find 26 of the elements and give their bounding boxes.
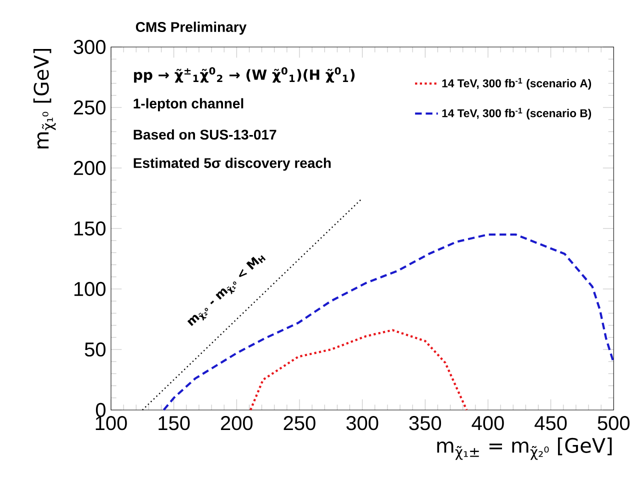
y-tick-label: 50 — [84, 342, 106, 357]
y-tick-label: 100 — [74, 282, 106, 296]
text: pp → χ̃$^{±}$$_{1}$χ̃$^{0}$$_{2}$ → (W χ̃$^{0}$$_{1}$)(H χ̃$^{0}$$_{1}$) — [134, 67, 355, 83]
x-tick-label: 500 — [598, 416, 630, 430]
legend-label: 14 TeV, 300 fb$^{-1}$ (scenario B) — [442, 108, 592, 120]
y-tick-label: 0 — [96, 402, 106, 418]
annotation: Based on SUS-13-017 — [134, 129, 276, 140]
x-tick-label: 250 — [284, 416, 316, 430]
y-tick-label: 300 — [74, 40, 106, 54]
x-tick-label: 400 — [472, 416, 504, 430]
y-tick-label: 250 — [74, 100, 106, 115]
y-tick-label: 200 — [74, 160, 106, 176]
chart-title: CMS Preliminary — [136, 22, 247, 35]
x-tick-label: 100 — [96, 416, 127, 430]
x-tick-label: 450 — [534, 416, 567, 430]
annotation: m$_{χ̃₂⁰}$ - m$_{χ̃₁⁰}$ < M$_{H}$ — [187, 255, 266, 326]
annotation: Estimated 5σ discovery reach — [134, 158, 331, 171]
x-axis-title: m$_{χ̃₁±}$ = m$_{χ̃₂⁰}$ [GeV] — [437, 437, 612, 460]
x-tick-label: 350 — [409, 416, 442, 430]
y-axis-title: m$_{χ̃₁⁰}$ [GeV] — [33, 48, 56, 148]
x-tick-label: 300 — [346, 416, 378, 430]
x-tick-label: 200 — [220, 416, 253, 430]
annotation: 1-lepton channel — [134, 98, 244, 112]
y-tick-label: 150 — [74, 221, 106, 236]
x-tick-label: 150 — [158, 416, 190, 430]
legend-label: 14 TeV, 300 fb$^{-1}$ (scenario A) — [442, 78, 592, 90]
